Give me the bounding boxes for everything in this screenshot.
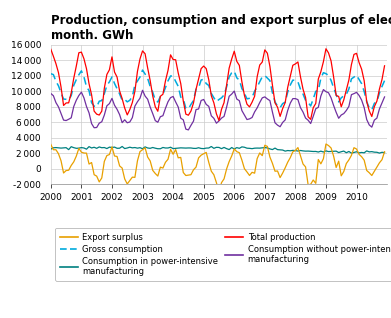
Text: Production, consumption and export surplus of electric energy per
month. GWh: Production, consumption and export surpl…: [51, 14, 391, 42]
Legend: Export surplus, Gross consumption, Consumption in power-intensive
manufacturing,: Export surplus, Gross consumption, Consu…: [55, 228, 391, 281]
